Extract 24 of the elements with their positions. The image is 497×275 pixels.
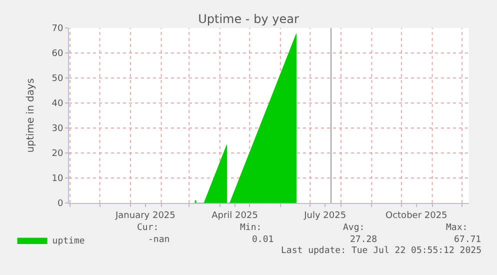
y-axis-title: uptime in days: [26, 78, 37, 153]
text: 27.28: [350, 235, 378, 245]
text: -nan: [148, 235, 170, 245]
y-tick-label: 60: [52, 49, 64, 60]
text: Cur:: [137, 223, 159, 233]
y-tick-label: 70: [52, 24, 64, 34]
x-tick-label: January 2025: [114, 210, 176, 221]
x-tick-label: October 2025: [385, 210, 448, 221]
text: Min:: [240, 223, 262, 233]
y-tick-label: 40: [52, 99, 64, 110]
x-tick-label: April 2025: [212, 210, 258, 221]
y-tick-label: 10: [52, 174, 64, 184]
y-tick-label: 50: [52, 74, 64, 84]
text: Last update: Tue Jul 22 05:55:12 2025: [281, 246, 482, 256]
y-tick-label: 0: [57, 199, 64, 210]
y-tick-label: 20: [52, 149, 64, 160]
text: 67.71: [454, 235, 482, 245]
text: Avg:: [343, 223, 365, 233]
y-tick-label: 30: [52, 124, 64, 134]
x-tick-label: July 2025: [303, 210, 346, 221]
legend-label: uptime: [52, 236, 85, 247]
chart-title: Uptime - by year: [198, 12, 299, 26]
text: 0.01: [252, 235, 274, 245]
text: Max:: [446, 223, 468, 233]
